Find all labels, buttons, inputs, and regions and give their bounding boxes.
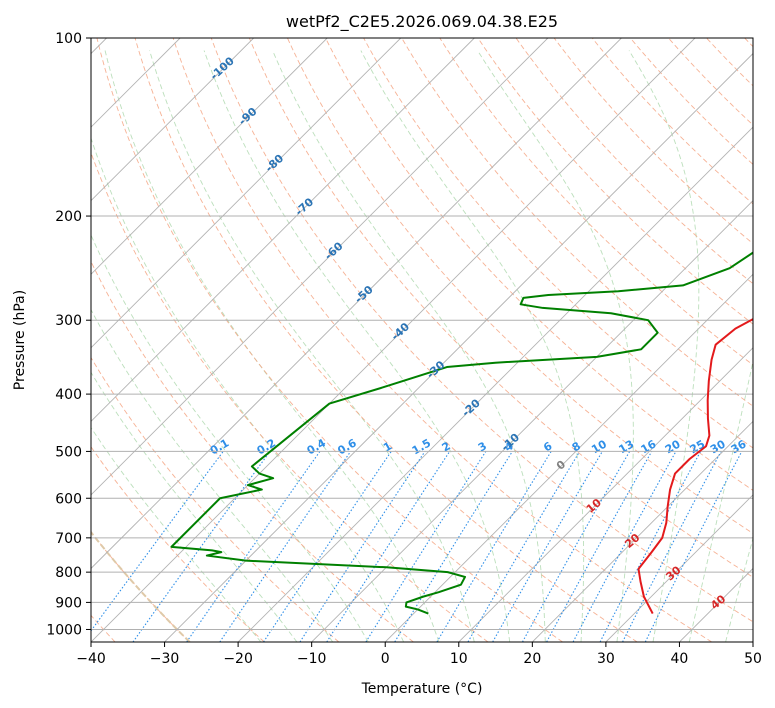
isotherm-line [164, 52, 753, 642]
dry-adiabat-line [91, 356, 340, 642]
mixing-ratio-line [365, 451, 487, 642]
x-axis-ticks: −40 −30 −20 −10 0 10 20 30 40 50 [76, 642, 762, 667]
pressure-gridlines [91, 38, 753, 630]
profiles [170, 251, 753, 615]
moist-adiabat-line [91, 136, 405, 642]
moist-adiabat-line [149, 50, 475, 642]
plot-frame [90, 37, 754, 643]
isotherm-line [91, 38, 254, 202]
mixing-ratio-line [521, 451, 631, 642]
mixing-ratio-line [132, 451, 271, 642]
dewpoint-profile [170, 251, 753, 615]
dry-adiabat-line [401, 38, 753, 407]
moist-adiabat-line [688, 359, 753, 642]
mixing-ratio-line [299, 451, 426, 642]
reference-dry-adiabat [91, 530, 191, 642]
mixing-ratio-line [394, 451, 513, 642]
moist-adiabat-line [91, 371, 298, 642]
dry-adiabats [91, 38, 753, 642]
dry-adiabat-line [591, 38, 753, 205]
dry-adiabat-line [210, 38, 753, 623]
dry-adiabat-line [477, 38, 753, 325]
dry-adiabat-line [287, 38, 753, 534]
moist-adiabat-line [203, 50, 511, 642]
y-tick-label: 100 [55, 31, 82, 47]
temperature-profile [637, 318, 753, 615]
x-tick-label: 0 [381, 651, 390, 667]
x-tick-label: 30 [597, 651, 615, 667]
isotherm-line [605, 494, 753, 642]
isotherm-line [91, 38, 696, 642]
isotherms [91, 38, 753, 642]
y-axis-ticks: 100 200 300 400 500 600 700 800 900 1000 [46, 31, 91, 638]
isotherm-line [384, 273, 753, 642]
moist-adiabat-line [477, 50, 634, 642]
mixing-ratio-line [492, 451, 603, 642]
dry-adiabat-line [96, 38, 563, 642]
mixing-ratio-line [91, 451, 224, 632]
y-tick-label: 200 [55, 209, 82, 225]
mixing-ratio-line [186, 451, 321, 642]
mixing-ratio-line [572, 451, 677, 642]
plot-area: 0.1 0.2 0.4 0.6 1 1.5 2 3 4 6 8 10 13 16 20 25 30 36 -100… [91, 38, 753, 642]
x-axis-label: Temperature (°C) [361, 681, 483, 697]
isotherm-line [91, 38, 402, 349]
moist-adiabat-line [272, 50, 546, 642]
x-tick-label: −10 [297, 651, 327, 667]
moist-adiabat-line [104, 50, 440, 642]
isotherm-line [311, 200, 753, 642]
x-tick-label: −30 [150, 651, 180, 667]
mixing-ratio-line [622, 451, 722, 642]
x-tick-label: 50 [744, 651, 762, 667]
y-tick-label: 300 [55, 313, 82, 329]
y-tick-label: 500 [55, 444, 82, 460]
y-tick-label: 400 [55, 387, 82, 403]
dry-adiabat-line [134, 38, 638, 642]
mixing-ratio-line [599, 451, 702, 642]
x-tick-label: −20 [223, 651, 253, 667]
dry-adiabat-line [325, 38, 753, 491]
isotherm-line [91, 38, 622, 570]
dry-adiabat-line [515, 38, 753, 285]
isotherm-line [532, 420, 753, 642]
dry-adiabat-line [248, 38, 753, 578]
y-axis-label: Pressure (hPa) [12, 290, 28, 390]
isotherm-line [91, 38, 475, 422]
moist-adiabat-line [360, 50, 585, 642]
x-tick-label: 10 [450, 651, 468, 667]
moist-adiabat-line [91, 426, 262, 642]
isotherm-line [237, 126, 753, 642]
mixing-ratio-line [644, 451, 743, 642]
y-tick-label: 800 [55, 565, 82, 581]
dry-adiabat-line [172, 38, 713, 642]
y-tick-label: 600 [55, 491, 82, 507]
dry-adiabat-line [91, 151, 489, 642]
y-tick-label: 700 [55, 531, 82, 547]
chart-title: wetPf2_C2E5.2026.069.04.38.E25 [286, 12, 558, 32]
mixing-ratio-line [326, 451, 451, 642]
x-tick-label: −40 [76, 651, 106, 667]
isotherm-line [458, 347, 753, 642]
mixing-ratio-line [546, 451, 653, 642]
x-tick-label: 20 [523, 651, 541, 667]
dry-adiabat-line [91, 260, 414, 642]
y-tick-label: 1000 [46, 622, 82, 638]
mixing-ratio-line [219, 451, 352, 642]
isotherm-line [91, 38, 549, 496]
isotherm-line [91, 38, 328, 275]
y-tick-label: 900 [55, 595, 82, 611]
x-tick-label: 40 [671, 651, 689, 667]
